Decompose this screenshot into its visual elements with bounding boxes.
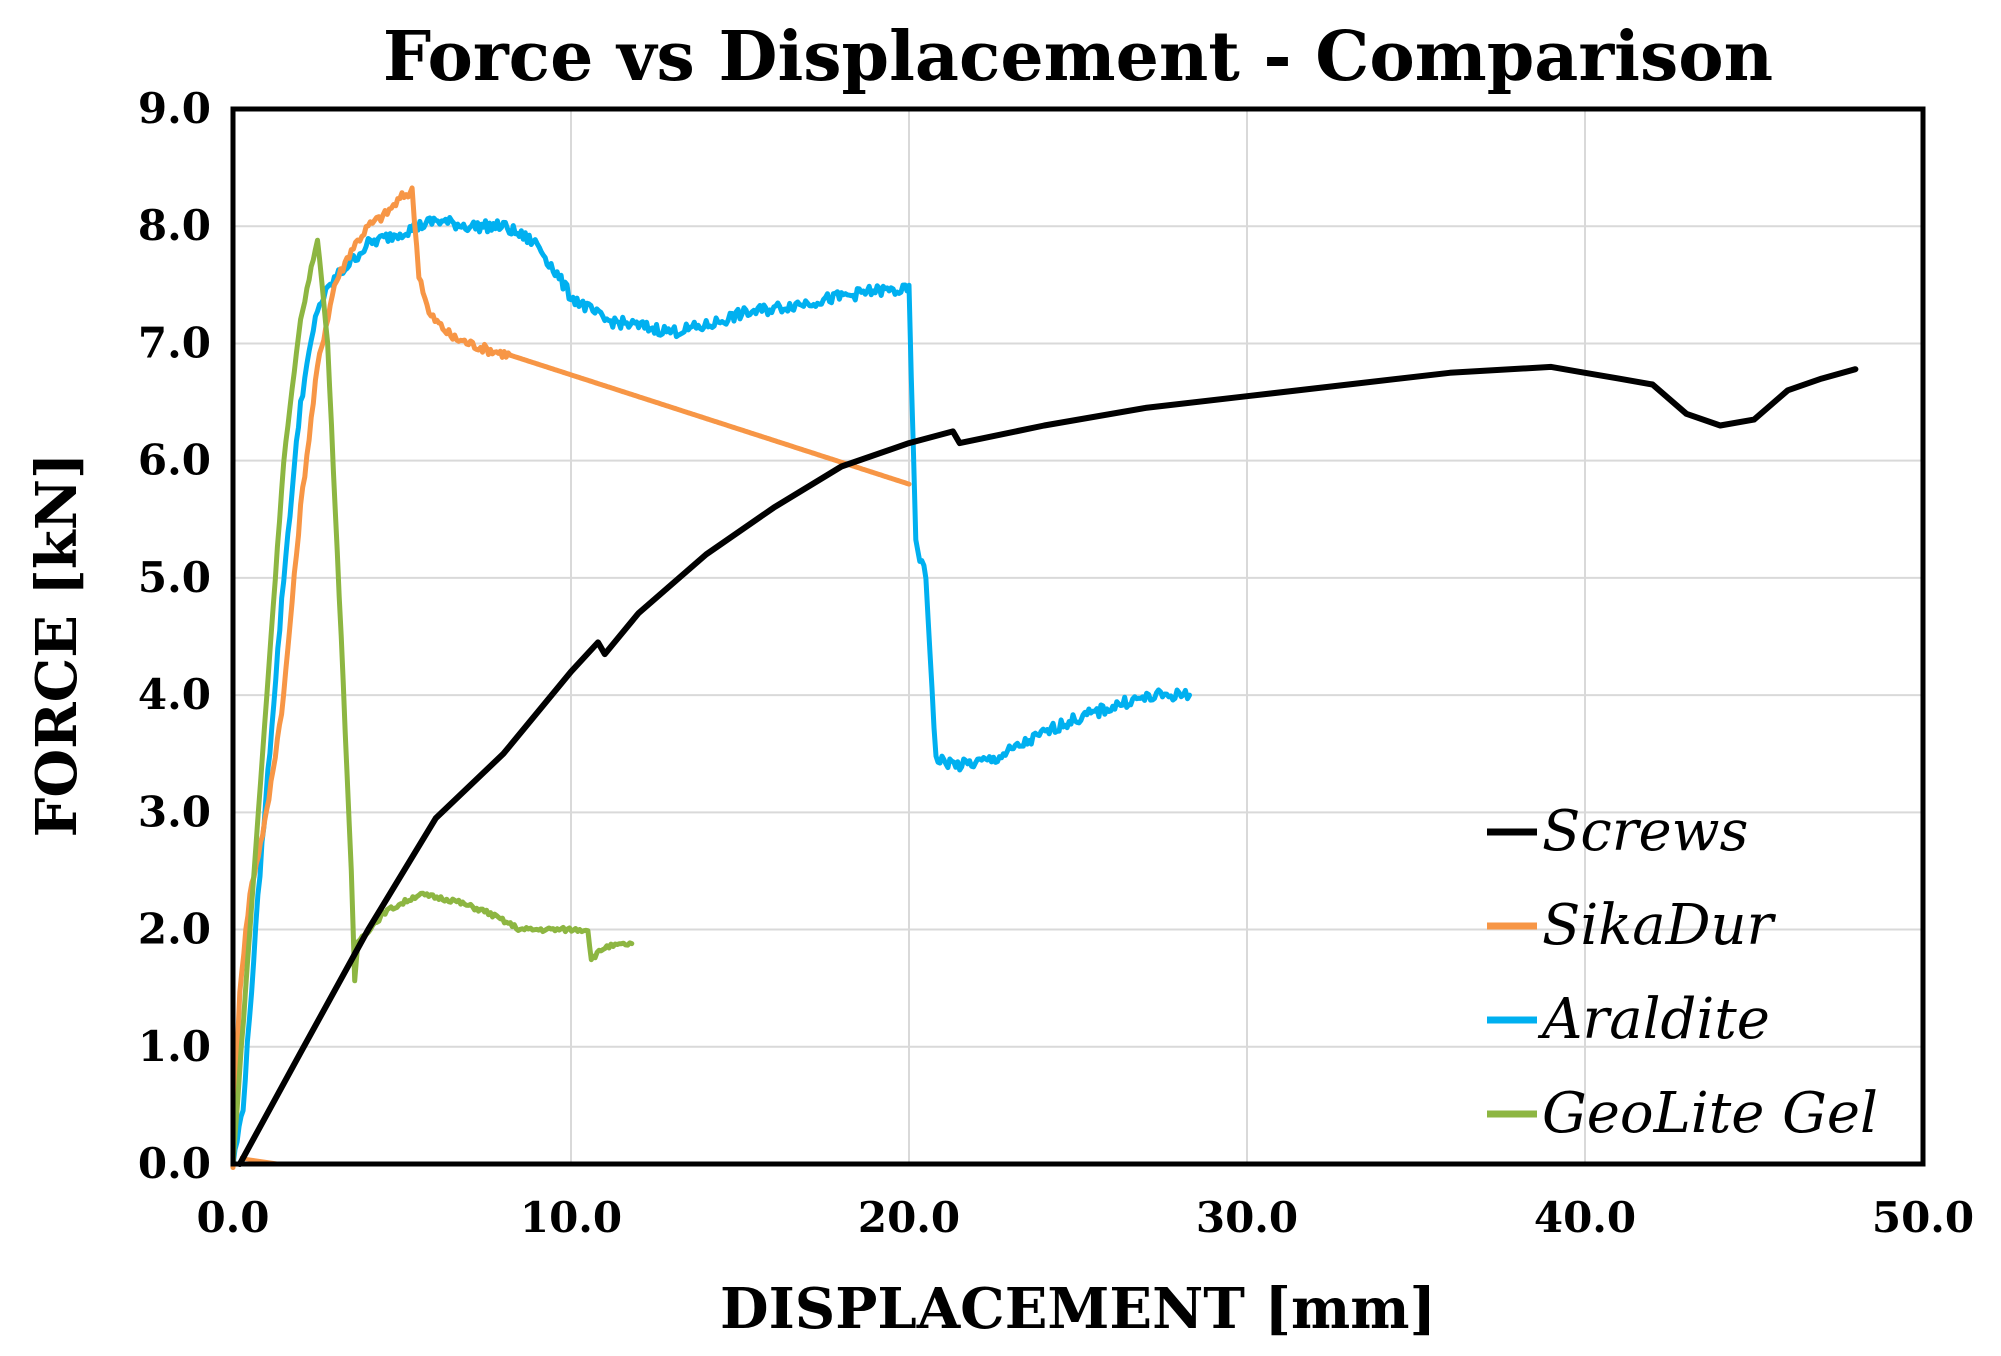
x-tick-label: 0.0: [196, 1193, 269, 1242]
y-tick-label: 7.0: [138, 318, 211, 367]
legend: Screws SikaDur Araldite GeoLite Gel: [1487, 799, 1878, 1146]
x-tick-label: 10.0: [520, 1193, 622, 1242]
y-tick-label: 9.0: [138, 84, 211, 133]
chart-title: Force vs Displacement - Comparison: [383, 17, 1773, 97]
y-tick-label: 1.0: [138, 1022, 211, 1071]
y-tick-label: 6.0: [138, 436, 211, 485]
y-axis-label: FORCE [kN]: [24, 453, 90, 838]
data-series: [230, 185, 1859, 1170]
legend-label-sikadur: SikaDur: [1542, 893, 1777, 958]
legend-label-screws: Screws: [1542, 799, 1748, 864]
y-tick-label: 2.0: [138, 905, 211, 954]
axis-ticks: 0.0 1.0 2.0 3.0 4.0 5.0 6.0 7.0 8.0 9.0 0.0 10.0 20.…: [138, 84, 1974, 1242]
series-line-sikadur: [230, 185, 912, 1170]
series-line-geolite-gel: [230, 237, 635, 1166]
series-line-screws: [236, 363, 1859, 1167]
y-tick-label: 5.0: [138, 553, 211, 602]
y-tick-label: 4.0: [138, 670, 211, 719]
x-tick-label: 50.0: [1872, 1193, 1974, 1242]
y-tick-label: 3.0: [138, 787, 211, 836]
series-line-araldite: [230, 215, 1192, 1169]
plot-area-border: [230, 106, 1926, 1167]
x-tick-label: 40.0: [1534, 1193, 1636, 1242]
legend-label-araldite: Araldite: [1537, 987, 1770, 1052]
x-axis-label: DISPLACEMENT [mm]: [720, 1276, 1436, 1342]
x-tick-label: 30.0: [1196, 1193, 1298, 1242]
legend-label-geolite-gel: GeoLite Gel: [1542, 1081, 1878, 1146]
x-tick-label: 20.0: [858, 1193, 960, 1242]
y-tick-label: 0.0: [138, 1139, 211, 1188]
y-tick-label: 8.0: [138, 201, 211, 250]
